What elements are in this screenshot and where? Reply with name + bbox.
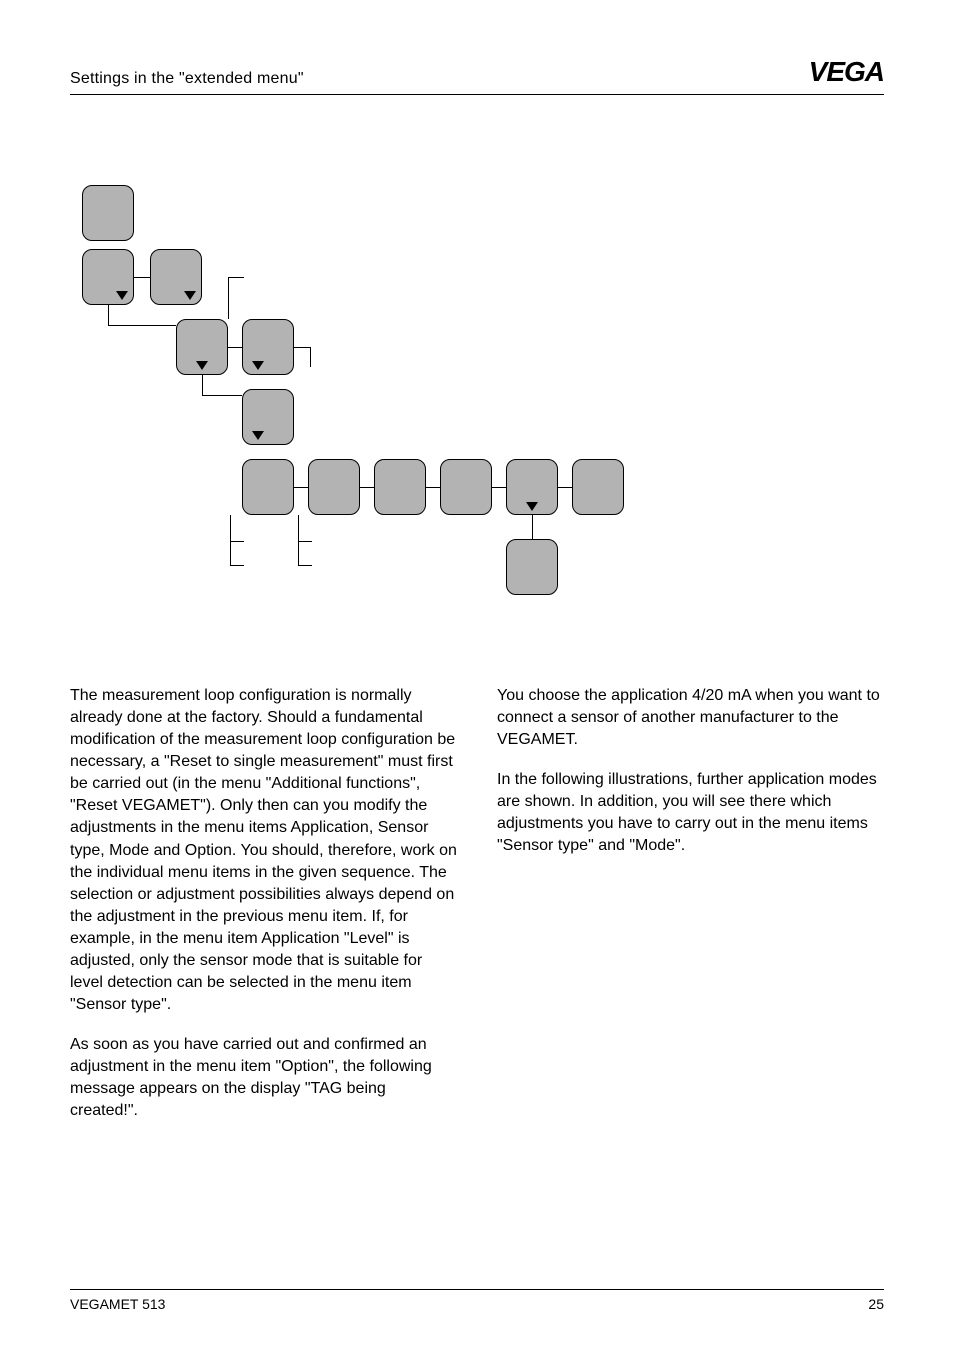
- connector-line: [230, 515, 231, 565]
- page-footer: VEGAMET 513 25: [70, 1289, 884, 1312]
- flowchart-node: [308, 459, 360, 515]
- connector-line: [202, 395, 242, 396]
- connector-line: [492, 487, 506, 488]
- connector-line: [108, 325, 176, 326]
- paragraph: The measurement loop configuration is no…: [70, 685, 457, 1016]
- connector-line: [108, 305, 109, 325]
- connector-line: [558, 487, 572, 488]
- triangle-down-icon: [526, 502, 538, 511]
- connector-line: [202, 375, 203, 395]
- flowchart-node: [82, 185, 134, 241]
- body-text: The measurement loop configuration is no…: [70, 685, 884, 1140]
- connector-line: [134, 277, 150, 278]
- connector-line: [230, 565, 244, 566]
- page-header: Settings in the "extended menu" VEGA: [70, 56, 884, 95]
- connector-line: [532, 515, 533, 539]
- connector-line: [360, 487, 374, 488]
- footer-left: VEGAMET 513: [70, 1296, 165, 1312]
- flowchart-node: [242, 459, 294, 515]
- connector-line: [310, 347, 311, 367]
- connector-line: [294, 487, 308, 488]
- paragraph: As soon as you have carried out and conf…: [70, 1034, 457, 1122]
- connector-line: [230, 541, 244, 542]
- connector-line: [298, 541, 312, 542]
- flowchart-node: [242, 389, 294, 445]
- connector-line: [228, 277, 229, 319]
- flowchart-node: [242, 319, 294, 375]
- triangle-down-icon: [196, 361, 208, 370]
- flowchart-node: [374, 459, 426, 515]
- flowchart-diagram: [82, 185, 722, 655]
- connector-line: [426, 487, 440, 488]
- column-left: The measurement loop configuration is no…: [70, 685, 457, 1140]
- brand-logo: VEGA: [809, 56, 884, 88]
- connector-line: [294, 347, 310, 348]
- connector-line: [298, 515, 299, 565]
- paragraph: You choose the application 4/20 mA when …: [497, 685, 884, 751]
- connector-line: [228, 347, 242, 348]
- paragraph: In the following illustrations, further …: [497, 769, 884, 857]
- footer-right: 25: [868, 1296, 884, 1312]
- triangle-down-icon: [184, 291, 196, 300]
- triangle-down-icon: [252, 361, 264, 370]
- flowchart-node: [572, 459, 624, 515]
- triangle-down-icon: [252, 431, 264, 440]
- flowchart-node: [506, 539, 558, 595]
- flowchart-node: [440, 459, 492, 515]
- connector-line: [228, 277, 244, 278]
- header-title: Settings in the "extended menu": [70, 70, 304, 88]
- triangle-down-icon: [116, 291, 128, 300]
- column-right: You choose the application 4/20 mA when …: [497, 685, 884, 1140]
- connector-line: [298, 565, 312, 566]
